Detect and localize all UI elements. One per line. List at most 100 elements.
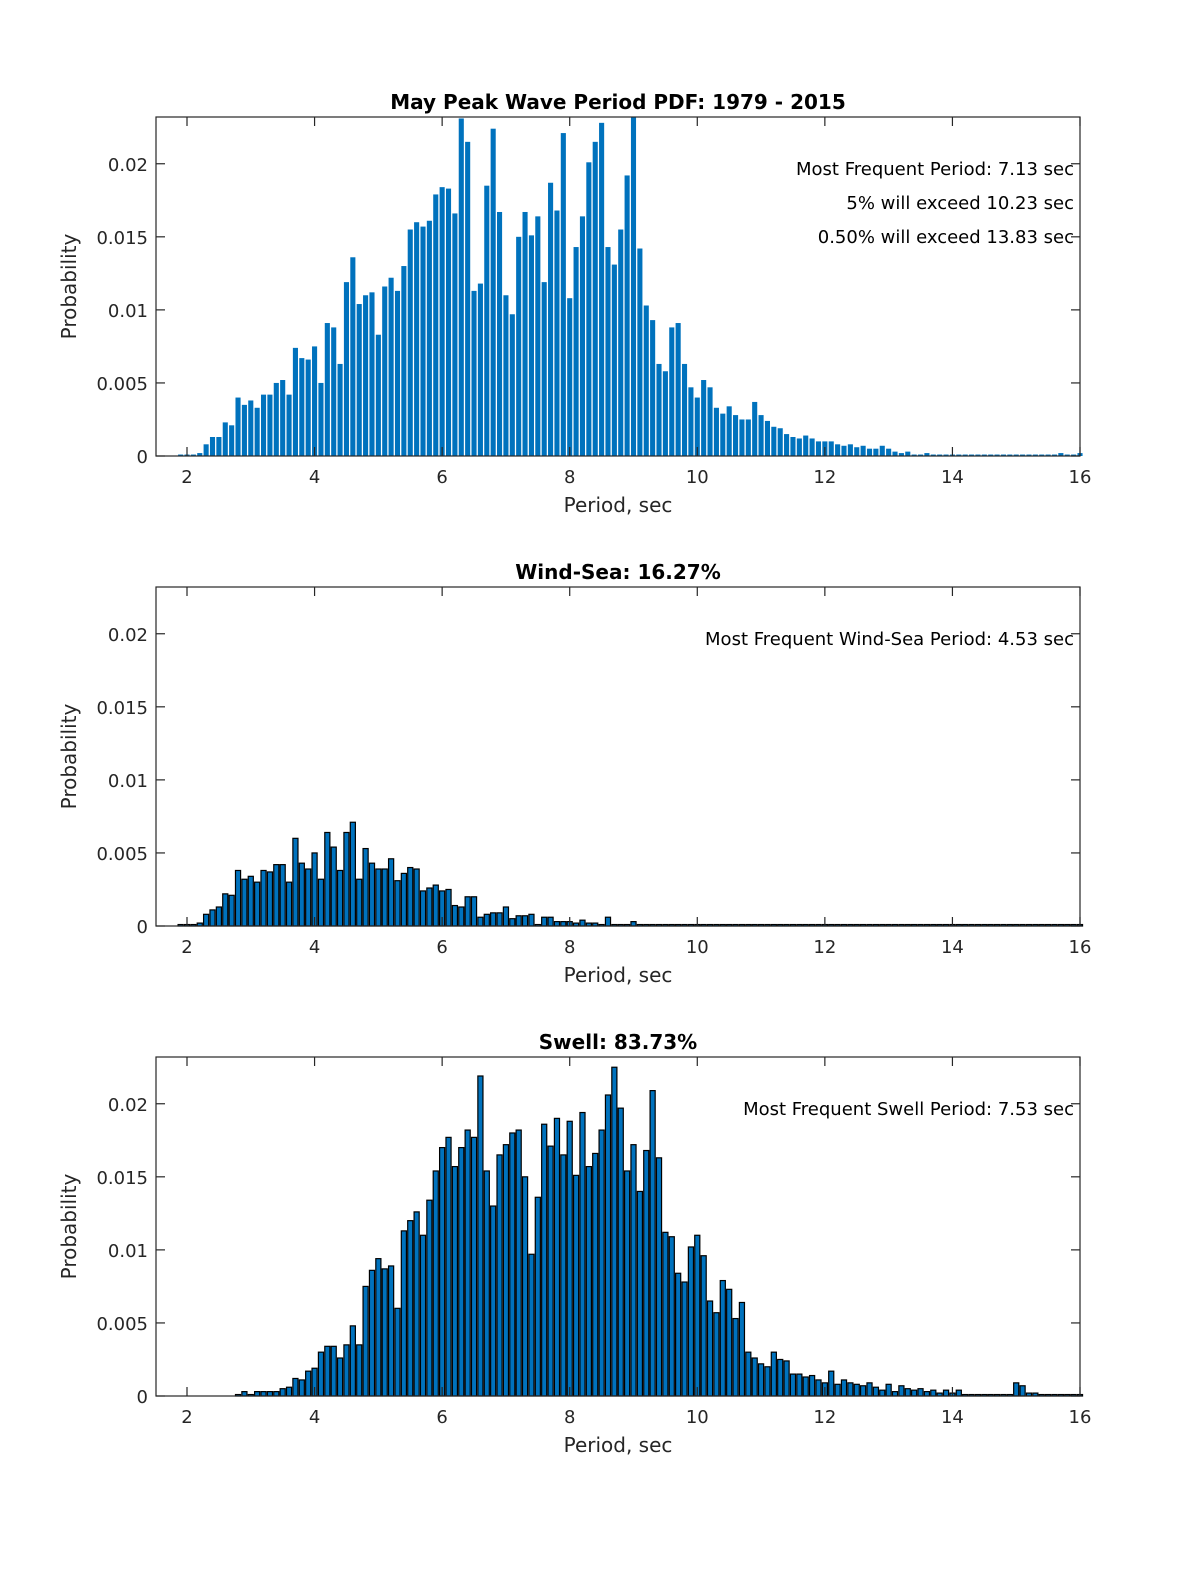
bar bbox=[266, 871, 274, 927]
bar bbox=[783, 1360, 790, 1397]
bar bbox=[433, 194, 439, 456]
bar bbox=[336, 1357, 344, 1397]
bar bbox=[387, 858, 395, 927]
x-tick-label: 4 bbox=[309, 1407, 320, 1428]
bar bbox=[655, 1157, 663, 1397]
bar bbox=[419, 1234, 427, 1397]
bar bbox=[477, 1075, 484, 1397]
bar bbox=[866, 1382, 873, 1397]
bar bbox=[254, 1391, 261, 1397]
bar bbox=[573, 247, 579, 456]
bar bbox=[273, 1391, 280, 1397]
bar bbox=[432, 1170, 439, 1397]
x-tick-label: 2 bbox=[181, 467, 192, 488]
bar bbox=[738, 1301, 746, 1397]
bar bbox=[681, 1281, 688, 1397]
bar bbox=[815, 441, 822, 456]
bar bbox=[522, 211, 528, 456]
bar bbox=[209, 437, 216, 456]
bar bbox=[1013, 1382, 1020, 1397]
bar bbox=[279, 1388, 286, 1397]
bar bbox=[847, 1382, 854, 1397]
bar bbox=[413, 868, 420, 927]
bar bbox=[611, 264, 617, 456]
bar bbox=[260, 869, 267, 927]
bar bbox=[349, 821, 356, 927]
bar bbox=[764, 420, 770, 456]
bar bbox=[969, 454, 975, 456]
bar bbox=[572, 1174, 580, 1397]
bar bbox=[496, 1154, 503, 1397]
bar bbox=[815, 1379, 822, 1397]
bar bbox=[1064, 454, 1070, 456]
bar bbox=[650, 320, 656, 456]
bar bbox=[668, 1236, 675, 1397]
bar bbox=[771, 426, 777, 456]
bar bbox=[789, 1373, 797, 1397]
bar bbox=[330, 1345, 337, 1397]
bar bbox=[548, 182, 554, 456]
bar bbox=[330, 846, 337, 927]
bar bbox=[483, 1170, 490, 1397]
bar bbox=[554, 210, 560, 456]
y-tick-label: 0.01 bbox=[108, 301, 148, 322]
bar bbox=[497, 211, 503, 456]
y-tick-label: 0.01 bbox=[108, 1241, 148, 1262]
x-tick-label: 14 bbox=[941, 1407, 964, 1428]
bar bbox=[796, 1373, 803, 1397]
bar bbox=[496, 912, 503, 927]
bar bbox=[280, 380, 286, 456]
x-tick-label: 8 bbox=[564, 467, 575, 488]
bar bbox=[311, 852, 318, 927]
bar bbox=[1071, 454, 1077, 456]
bar bbox=[490, 1205, 497, 1397]
chart-title: May Peak Wave Period PDF: 1979 - 2015 bbox=[390, 90, 845, 114]
bar bbox=[706, 1300, 714, 1397]
bar bbox=[1039, 454, 1045, 456]
bar bbox=[675, 323, 681, 456]
y-tick-label: 0.005 bbox=[96, 374, 148, 395]
bar bbox=[254, 881, 261, 927]
bar bbox=[1045, 454, 1051, 456]
bar bbox=[828, 1370, 835, 1397]
bar bbox=[273, 864, 280, 927]
bar bbox=[630, 921, 637, 927]
bar bbox=[1058, 453, 1064, 456]
bar bbox=[317, 878, 325, 927]
bar bbox=[541, 916, 548, 927]
x-tick-label: 4 bbox=[309, 467, 320, 488]
bar bbox=[713, 407, 719, 456]
bar bbox=[343, 282, 350, 456]
annotation: 5% will exceed 10.23 sec bbox=[846, 193, 1074, 214]
annotation: Most Frequent Period: 7.13 sec bbox=[796, 159, 1074, 180]
bar bbox=[694, 397, 700, 456]
bar bbox=[751, 1357, 758, 1397]
bar bbox=[981, 454, 987, 456]
bar bbox=[917, 1388, 924, 1397]
x-axis-label: Period, sec bbox=[564, 963, 673, 987]
bar bbox=[458, 906, 465, 927]
bar bbox=[387, 1265, 395, 1397]
bar bbox=[599, 122, 605, 456]
x-tick-label: 14 bbox=[941, 467, 964, 488]
bar bbox=[923, 1391, 931, 1397]
bar bbox=[292, 1377, 299, 1397]
bar bbox=[604, 1094, 612, 1397]
x-tick-label: 16 bbox=[1069, 937, 1092, 958]
bar bbox=[802, 1376, 809, 1397]
bar bbox=[419, 890, 427, 927]
bar bbox=[305, 1370, 312, 1397]
bar bbox=[758, 415, 764, 456]
bar bbox=[891, 1391, 899, 1397]
bar bbox=[898, 453, 904, 456]
bar bbox=[362, 847, 369, 927]
bar bbox=[343, 831, 350, 927]
y-tick-label: 0.02 bbox=[108, 1095, 148, 1116]
bar bbox=[509, 918, 516, 927]
bar bbox=[266, 1391, 274, 1397]
bar bbox=[1051, 454, 1058, 456]
y-axis-label: Probability bbox=[57, 233, 81, 339]
x-tick-label: 8 bbox=[564, 1407, 575, 1428]
y-axis-label: Probability bbox=[57, 703, 81, 809]
